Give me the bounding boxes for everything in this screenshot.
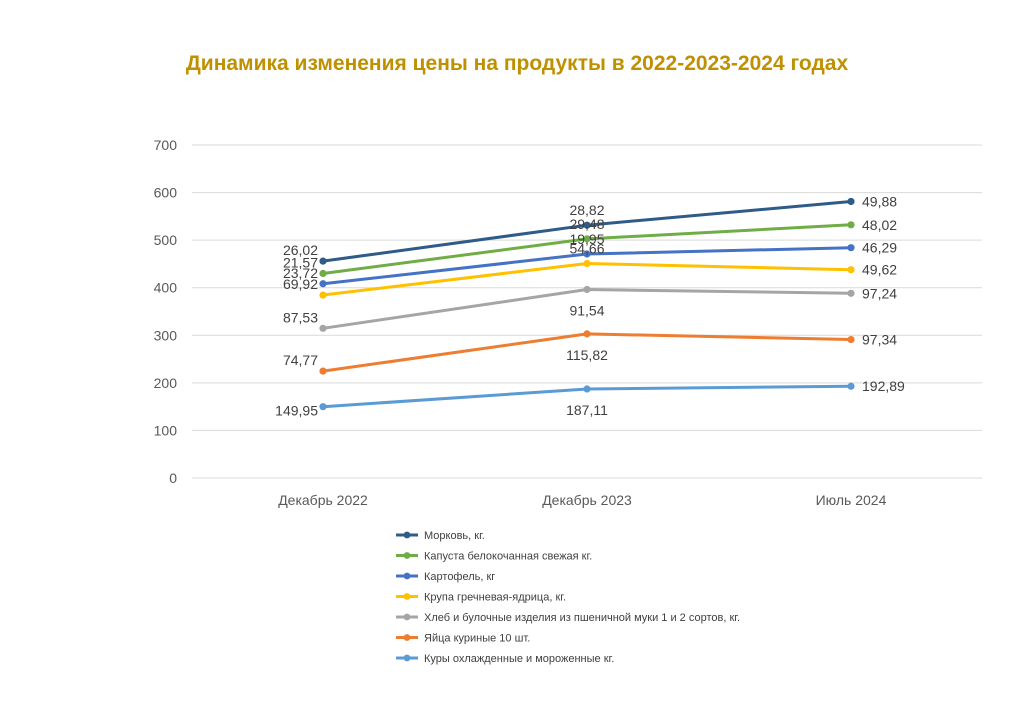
data-point — [319, 269, 327, 278]
data-label: 54,66 — [569, 241, 604, 257]
y-tick-label: 700 — [154, 137, 178, 153]
y-axis-ticks: 0 100 200 300 400 500 600 700 — [154, 137, 178, 486]
data-label: 149,95 — [275, 403, 318, 419]
data-point — [319, 291, 327, 299]
legend-marker — [403, 634, 411, 641]
legend-label: Яйца куриные 10 шт. — [424, 633, 530, 645]
legend-label: Капуста белокочанная свежая кг. — [424, 551, 592, 563]
data-point — [847, 382, 855, 390]
data-point — [319, 367, 327, 375]
data-label: 49,62 — [862, 262, 897, 278]
legend-marker — [403, 654, 411, 662]
legend-label: Хлеб и булочные изделия из пшеничной мук… — [424, 612, 740, 624]
data-label: 87,53 — [283, 309, 318, 325]
y-tick-label: 100 — [154, 422, 178, 438]
data-point — [583, 221, 591, 229]
legend-label: Картофель, кг — [424, 571, 495, 583]
data-label: 91,54 — [569, 303, 604, 319]
data-point — [583, 259, 591, 268]
data-label: 21,57 — [283, 254, 318, 270]
data-label: 28,82 — [569, 202, 604, 218]
data-point — [847, 221, 855, 229]
data-label: 46,29 — [862, 240, 897, 256]
data-point — [583, 235, 591, 243]
legend-marker — [403, 572, 411, 580]
data-point — [319, 257, 327, 265]
chart-title: Динамика изменения цены на продукты в 20… — [185, 52, 849, 75]
legend-label: Крупа гречневая-ядрица, кг. — [424, 592, 566, 604]
data-point — [847, 335, 855, 344]
data-label: 23,72 — [283, 265, 318, 281]
x-tick-label: Июль 2024 — [816, 492, 887, 508]
legend: Морковь, кг. Капуста белокочанная свежая … — [396, 530, 740, 665]
data-point — [319, 324, 327, 332]
data-point — [583, 330, 591, 338]
legend-label: Морковь, кг. — [424, 530, 485, 542]
legend-marker — [403, 613, 411, 621]
data-point — [847, 244, 855, 252]
y-tick-label: 500 — [154, 232, 178, 248]
x-tick-label: Декабрь 2023 — [542, 492, 632, 508]
y-tick-label: 0 — [169, 470, 177, 486]
x-axis-ticks: Декабрь 2022 Декабрь 2023 Июль 2024 — [278, 492, 886, 508]
y-tick-label: 300 — [154, 327, 178, 343]
data-label: 97,24 — [862, 285, 897, 301]
series-lines — [319, 197, 855, 411]
legend-label: Куры охлажденные и мороженные кг. — [424, 653, 614, 665]
data-point — [319, 280, 327, 288]
data-label: 192,89 — [862, 378, 905, 394]
data-label: 19,95 — [569, 231, 604, 247]
data-label: 26,02 — [283, 242, 318, 258]
data-point — [583, 250, 591, 258]
data-point — [583, 385, 591, 393]
data-label: 97,34 — [862, 332, 897, 348]
data-label: 74,77 — [283, 352, 318, 368]
legend-marker — [403, 593, 411, 600]
legend-marker — [403, 552, 411, 559]
data-point — [847, 197, 855, 206]
data-label: 115,82 — [566, 347, 608, 363]
data-label: 48,02 — [862, 217, 897, 233]
data-label: 69,92 — [283, 276, 318, 292]
y-tick-label: 400 — [154, 280, 178, 296]
legend-marker — [403, 531, 411, 539]
data-label: 29,48 — [569, 216, 604, 232]
y-tick-label: 600 — [154, 185, 178, 201]
x-tick-label: Декабрь 2022 — [278, 492, 368, 508]
data-point — [847, 266, 855, 274]
data-point — [583, 285, 591, 294]
data-labels: 26,02 28,82 49,88 21,57 29,48 48,02 23,72 19,95… — [275, 193, 905, 418]
data-label: 49,88 — [862, 193, 897, 209]
data-point — [319, 403, 327, 411]
data-label: 187,11 — [566, 402, 608, 418]
y-tick-label: 200 — [154, 375, 178, 391]
data-point — [847, 289, 855, 297]
